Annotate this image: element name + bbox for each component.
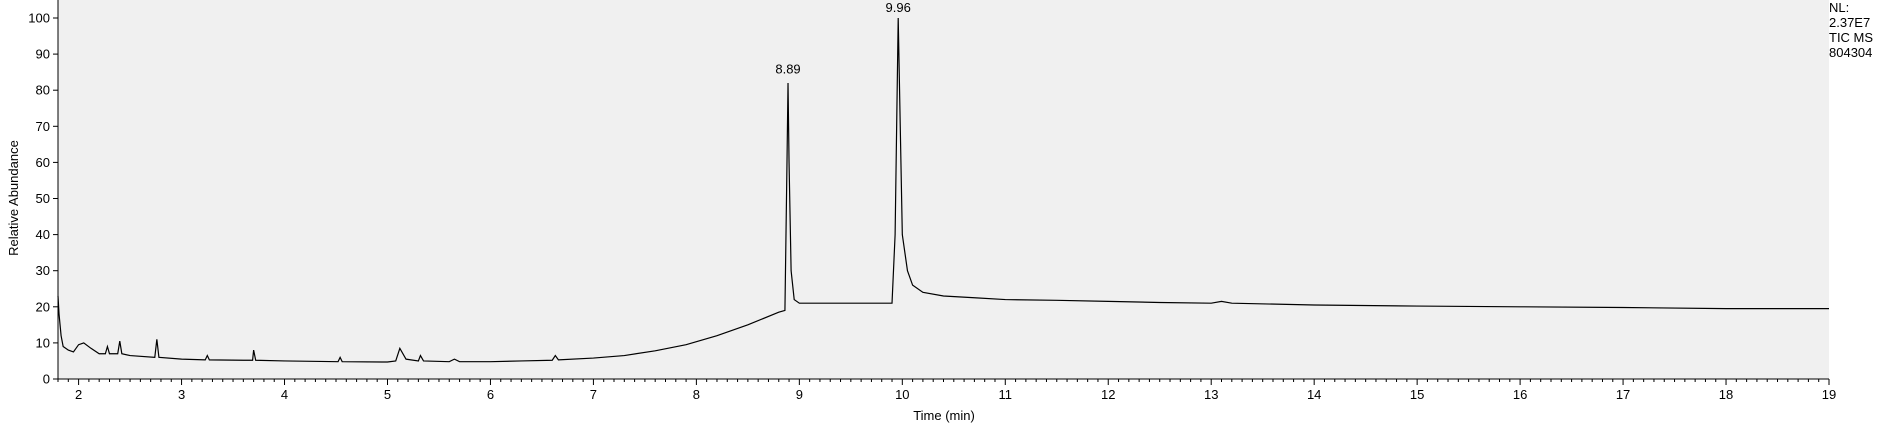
y-tick-label: 60 — [36, 155, 50, 170]
x-tick-label: 14 — [1307, 387, 1321, 402]
nl-value: 2.37E7 — [1829, 15, 1871, 30]
peak-labels: 8.89 9.96 — [775, 0, 910, 76]
x-axis-ticks: 2 3 4 5 6 7 8 9 10 11 12 13 14 15 16 17 18 19 — [57, 379, 1836, 402]
plot-area — [58, 0, 1829, 379]
x-tick-label: 7 — [590, 387, 597, 402]
x-tick-label: 19 — [1822, 387, 1836, 402]
y-tick-label: 70 — [36, 119, 50, 134]
y-tick-label: 50 — [36, 191, 50, 206]
nl-label: NL: — [1829, 0, 1850, 15]
x-tick-label: 8 — [693, 387, 700, 402]
y-tick-label: 40 — [36, 227, 50, 242]
y-tick-label: 90 — [36, 47, 50, 62]
x-tick-label: 3 — [178, 387, 185, 402]
trace-info-panel: NL: 2.37E7 TIC MS 804304 — [1829, 0, 1873, 60]
peak-label: 9.96 — [886, 0, 911, 15]
y-tick-label: 0 — [43, 372, 50, 387]
tic-trace-line — [57, 17, 1829, 363]
y-tick-label: 100 — [28, 11, 50, 26]
x-tick-label: 4 — [281, 387, 288, 402]
x-tick-label: 10 — [895, 387, 909, 402]
x-tick-label: 13 — [1204, 387, 1218, 402]
x-tick-label: 18 — [1719, 387, 1733, 402]
x-tick-label: 2 — [75, 387, 82, 402]
x-tick-label: 6 — [487, 387, 494, 402]
x-tick-label: 15 — [1410, 387, 1424, 402]
x-tick-label: 11 — [999, 387, 1013, 402]
x-tick-label: 9 — [796, 387, 803, 402]
x-tick-label: 5 — [384, 387, 391, 402]
y-tick-label: 10 — [36, 335, 50, 350]
x-tick-label: 16 — [1513, 387, 1527, 402]
y-tick-label: 30 — [36, 263, 50, 278]
y-tick-label: 20 — [36, 299, 50, 314]
y-axis-label: Relative Abundance — [6, 140, 21, 256]
trace-type: TIC MS — [1829, 30, 1874, 45]
x-tick-label: 12 — [1101, 387, 1115, 402]
x-tick-label: 17 — [1616, 387, 1630, 402]
sample-id: 804304 — [1829, 45, 1873, 60]
peak-label: 8.89 — [775, 61, 800, 76]
y-axis-ticks: 0 10 20 30 40 50 60 70 80 90 100 — [28, 11, 58, 387]
y-tick-label: 80 — [36, 83, 50, 98]
x-axis-label: Time (min) — [913, 408, 975, 423]
